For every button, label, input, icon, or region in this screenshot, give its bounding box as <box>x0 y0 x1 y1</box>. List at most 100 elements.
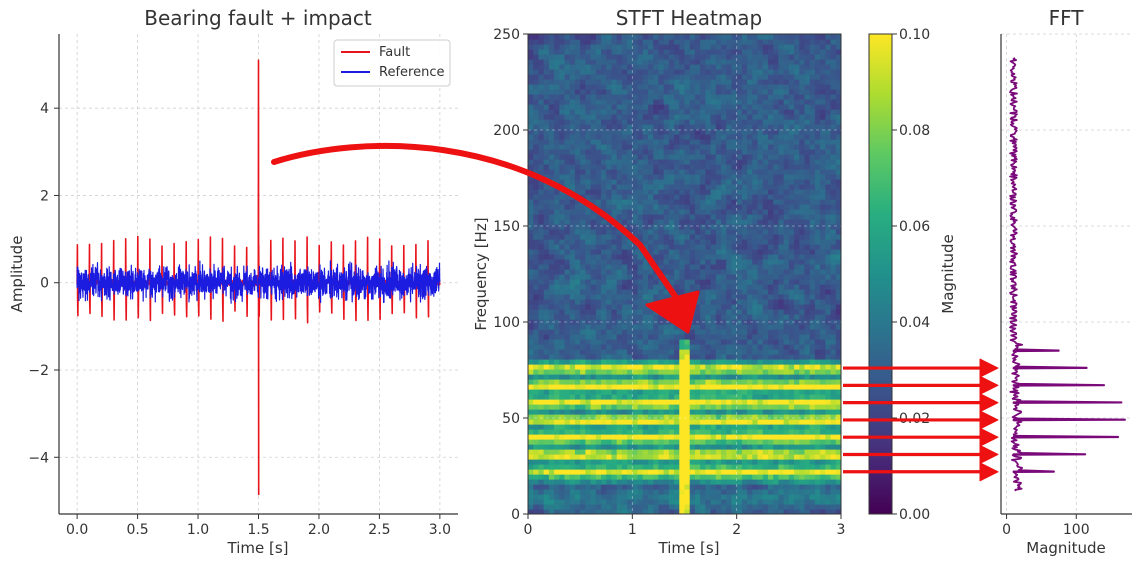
heatmap-cell <box>653 409 660 415</box>
heatmap-cell <box>595 234 602 240</box>
heatmap-cell <box>747 364 753 370</box>
heatmap-cell <box>679 239 686 245</box>
heatmap-cell <box>710 349 717 355</box>
heatmap-cell <box>684 459 691 465</box>
heatmap-cell <box>783 279 790 285</box>
heatmap-cell <box>606 419 613 425</box>
heatmap-cell <box>632 304 639 310</box>
heatmap-cell <box>736 359 743 365</box>
heatmap-cell <box>700 294 706 300</box>
heatmap-cell <box>689 319 696 325</box>
heatmap-cell <box>809 264 816 270</box>
heatmap-cell <box>783 454 790 460</box>
heatmap-cell <box>788 479 795 485</box>
heatmap-cell <box>533 394 540 400</box>
heatmap-cell <box>726 299 733 305</box>
heatmap-cell <box>741 129 748 135</box>
heatmap-cell <box>814 134 821 140</box>
heatmap-cell <box>726 109 733 115</box>
heatmap-cell <box>710 144 717 150</box>
heatmap-cell <box>595 309 602 315</box>
heatmap-cell <box>533 204 540 210</box>
heatmap-cell <box>794 204 800 210</box>
heatmap-cell <box>773 174 779 180</box>
heatmap-cell <box>637 229 644 235</box>
heatmap-cell <box>616 404 623 410</box>
heatmap-cell <box>767 499 774 505</box>
heatmap-cell <box>574 414 581 420</box>
heatmap-cell <box>627 109 633 115</box>
heatmap-cell <box>627 144 633 150</box>
heatmap-cell <box>794 289 800 295</box>
heatmap-cell <box>548 374 555 380</box>
heatmap-cell <box>658 249 665 255</box>
heatmap-cell <box>674 474 680 480</box>
heatmap-cell <box>616 419 623 425</box>
heatmap-cell <box>726 114 733 120</box>
heatmap-cell <box>601 509 607 514</box>
heatmap-cell <box>543 479 550 485</box>
heatmap-cell <box>647 264 654 270</box>
heatmap-cell <box>679 344 686 350</box>
heatmap-cell <box>799 109 806 115</box>
heatmap-cell <box>658 459 665 465</box>
heatmap-cell <box>773 189 779 195</box>
heatmap-cell <box>731 149 738 155</box>
heatmap-cell <box>616 349 623 355</box>
heatmap-cell <box>804 394 811 400</box>
heatmap-cell <box>595 119 602 125</box>
heatmap-cell <box>595 204 602 210</box>
heatmap-cell <box>642 354 649 360</box>
heatmap-cell <box>825 119 832 125</box>
heatmap-cell <box>710 199 717 205</box>
heatmap-cell <box>835 244 841 250</box>
heatmap-cell <box>747 419 753 425</box>
heatmap-cell <box>747 134 753 140</box>
heatmap-cell <box>663 174 670 180</box>
heatmap-cell <box>637 389 644 395</box>
heatmap-cell <box>715 409 722 415</box>
heatmap-cell <box>788 409 795 415</box>
heatmap-cell <box>674 324 680 330</box>
heatmap-cell <box>647 224 654 230</box>
heatmap-cell <box>767 104 774 110</box>
heatmap-cell <box>616 439 623 445</box>
heatmap-cell <box>637 349 644 355</box>
heatmap-cell <box>783 314 790 320</box>
heatmap-cell <box>606 204 613 210</box>
heatmap-cell <box>694 354 701 360</box>
heatmap-cell <box>684 474 691 480</box>
heatmap-cell <box>747 409 753 415</box>
heatmap-cell <box>606 99 613 105</box>
heatmap-cell <box>554 154 560 160</box>
heatmap-cell <box>830 359 837 365</box>
heatmap-cell <box>762 219 769 225</box>
heatmap-cell <box>616 424 623 430</box>
heatmap-cell <box>627 394 633 400</box>
heatmap-cell <box>595 399 602 405</box>
heatmap-cell <box>752 429 759 435</box>
heatmap-cell <box>710 359 717 365</box>
heatmap-cell <box>554 164 560 170</box>
heatmap-cell <box>533 359 540 365</box>
heatmap-cell <box>820 144 826 150</box>
heatmap-cell <box>674 459 680 465</box>
heatmap-cell <box>668 389 675 395</box>
heatmap-cell <box>783 359 790 365</box>
heatmap-cell <box>700 449 706 455</box>
heatmap-cell <box>794 334 800 340</box>
heatmap-cell <box>700 399 706 405</box>
heatmap-cell <box>538 489 545 495</box>
heatmap-cell <box>548 489 555 495</box>
heatmap-cell <box>757 434 764 440</box>
heatmap-cell <box>564 294 571 300</box>
heatmap-cell <box>762 329 769 335</box>
heatmap-cell <box>668 499 675 505</box>
heatmap-cell <box>616 509 623 514</box>
heatmap-cell <box>658 209 665 215</box>
heatmap-cell <box>632 359 639 365</box>
heatmap-cell <box>788 354 795 360</box>
heatmap-cell <box>794 369 800 375</box>
heatmap-cell <box>820 114 826 120</box>
heatmap-cell <box>814 284 821 290</box>
